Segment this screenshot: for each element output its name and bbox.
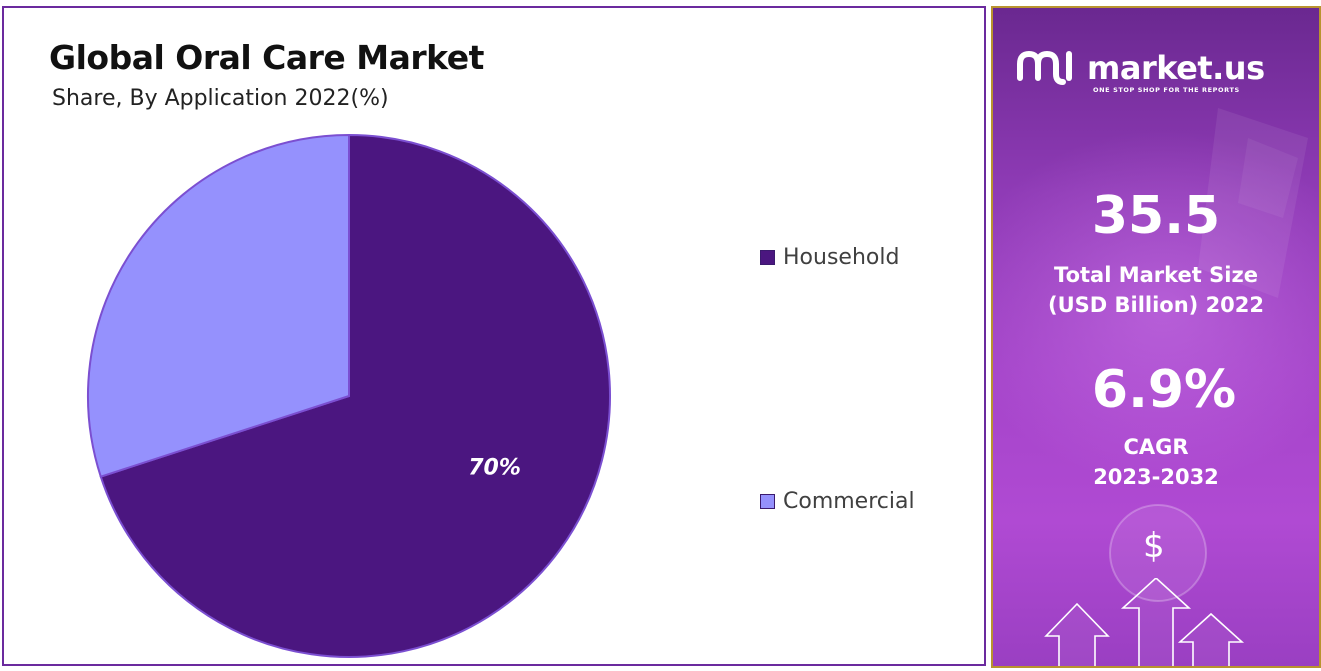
legend-swatch-household: [760, 250, 775, 265]
pie-chart: 70%: [87, 133, 611, 658]
pie-slice-commercial: [87, 133, 350, 478]
pie-slice-household: [99, 133, 611, 658]
chart-panel: Global Oral Care Market Share, By Applic…: [2, 6, 986, 666]
market-size-label-line1: Total Market Size: [1054, 263, 1258, 287]
cagr-value: 6.9%: [1091, 360, 1237, 420]
market-size-value: 35.5: [1091, 186, 1221, 246]
brand-name: market.us: [1087, 49, 1265, 87]
cagr-label-line1: CAGR: [1123, 435, 1189, 459]
legend-item-household: Household: [760, 245, 899, 270]
brand: market.us: [1017, 48, 1265, 88]
brand-tagline: ONE STOP SHOP FOR THE REPORTS: [1093, 86, 1240, 94]
legend-item-commercial: Commercial: [760, 489, 915, 514]
chart-title: Global Oral Care Market: [49, 38, 484, 77]
background-decoration: [1198, 108, 1308, 298]
coin-circle-icon: [1109, 504, 1207, 602]
market-us-logo-icon: [1017, 50, 1072, 85]
info-panel: market.us ONE STOP SHOP FOR THE REPORTS …: [991, 6, 1321, 668]
background-glow: [993, 128, 1319, 488]
legend-swatch-commercial: [760, 494, 775, 509]
up-arrows-icon: [1044, 578, 1245, 666]
pie-data-label-household: 70%: [468, 456, 521, 481]
chart-subtitle: Share, By Application 2022(%): [52, 86, 389, 111]
market-size-label-line2: (USD Billion) 2022: [1047, 293, 1265, 317]
legend-label-commercial: Commercial: [783, 489, 915, 514]
dollar-icon: $: [1143, 526, 1165, 566]
cagr-label-line2: 2023-2032: [1093, 465, 1219, 489]
legend-label-household: Household: [783, 245, 900, 270]
